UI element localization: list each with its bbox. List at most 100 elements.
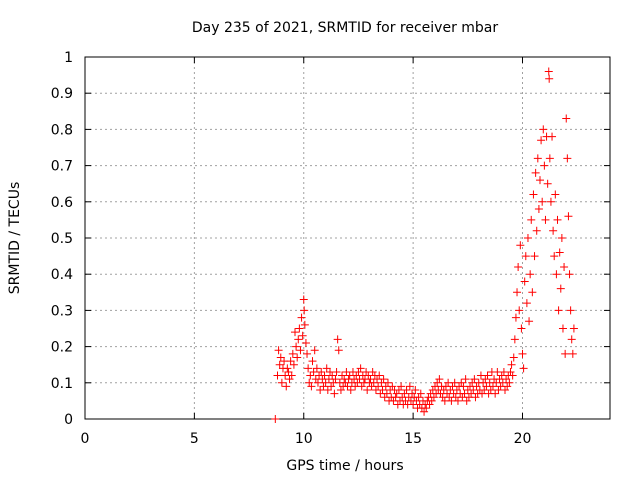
data-point <box>307 382 316 391</box>
data-point <box>303 349 312 358</box>
data-point <box>515 306 524 315</box>
data-point <box>525 317 534 326</box>
data-point <box>560 262 569 271</box>
data-point <box>521 252 530 261</box>
data-point <box>435 375 444 384</box>
data-point <box>513 288 522 297</box>
data-point <box>567 335 576 344</box>
data-point <box>388 382 397 391</box>
data-point <box>296 346 305 355</box>
data-point <box>295 324 304 333</box>
data-points <box>271 67 578 423</box>
data-point <box>300 306 309 315</box>
y-tick-label: 0.5 <box>51 231 73 247</box>
data-point <box>306 371 315 380</box>
data-point <box>569 324 578 333</box>
data-point <box>346 386 355 395</box>
data-point <box>293 353 302 362</box>
data-point <box>554 306 563 315</box>
data-point <box>304 364 313 373</box>
data-point <box>273 371 282 380</box>
data-point <box>357 382 366 391</box>
data-point <box>556 284 565 293</box>
data-point <box>491 389 500 398</box>
data-point <box>561 349 570 358</box>
data-point <box>411 386 420 395</box>
data-point <box>508 371 517 380</box>
data-point <box>541 215 550 224</box>
data-point <box>378 386 387 395</box>
data-point <box>555 248 564 257</box>
data-point <box>507 360 516 369</box>
data-point <box>549 226 558 235</box>
data-point <box>283 364 292 373</box>
data-point <box>558 324 567 333</box>
x-tick-label: 10 <box>295 431 313 447</box>
y-tick-label: 0.4 <box>51 267 73 283</box>
data-point <box>271 415 280 423</box>
data-point <box>330 389 339 398</box>
data-point <box>282 382 291 391</box>
data-point <box>322 364 331 373</box>
data-point <box>300 320 309 329</box>
data-point <box>414 393 423 402</box>
data-point <box>545 74 554 83</box>
data-point <box>506 367 515 376</box>
data-point <box>299 295 308 304</box>
data-point <box>510 335 519 344</box>
data-point <box>537 136 546 145</box>
data-point <box>294 335 303 344</box>
y-tick-label: 0.3 <box>51 303 73 319</box>
data-point <box>338 371 347 380</box>
data-point <box>511 313 520 322</box>
data-point <box>533 154 542 163</box>
data-point <box>292 342 301 351</box>
data-point <box>548 132 557 141</box>
data-point <box>363 386 372 395</box>
y-tick-label: 0.1 <box>51 376 73 392</box>
data-point <box>277 378 286 387</box>
data-point <box>305 378 314 387</box>
data-point <box>523 234 532 242</box>
data-point <box>343 382 352 391</box>
data-point <box>308 357 317 366</box>
data-point <box>471 393 480 402</box>
data-point <box>550 252 559 261</box>
data-point <box>276 353 285 362</box>
data-point <box>516 241 525 250</box>
data-point <box>552 270 561 279</box>
data-point <box>402 386 411 395</box>
data-point <box>356 364 365 373</box>
tick-layer: 0 5 10 15 20 0 0.1 0.2 0.3 0.4 0.5 0.6 0.7 0.8 0.9 1 <box>51 50 610 447</box>
data-point <box>374 382 383 391</box>
data-point <box>331 375 340 384</box>
data-point <box>379 375 388 384</box>
data-point <box>551 190 560 199</box>
data-point <box>301 338 310 347</box>
data-point <box>565 270 574 279</box>
data-point <box>312 364 321 373</box>
y-tick-label: 0.9 <box>51 86 73 102</box>
data-point <box>534 205 543 214</box>
data-point <box>461 375 470 384</box>
data-point <box>420 407 429 416</box>
data-point <box>545 154 554 163</box>
x-tick-label: 15 <box>404 431 422 447</box>
x-tick-label: 5 <box>190 431 199 447</box>
data-point <box>536 176 544 185</box>
data-point <box>457 378 466 387</box>
grid-layer <box>85 57 610 419</box>
data-point <box>505 378 514 387</box>
data-point <box>298 331 307 340</box>
data-point <box>383 378 392 387</box>
data-point <box>462 396 471 405</box>
data-point <box>275 360 284 369</box>
y-tick-label: 0 <box>64 412 73 428</box>
data-point <box>394 386 403 395</box>
data-point <box>286 357 295 366</box>
data-point <box>483 371 492 380</box>
chart-title: Day 235 of 2021, SRMTID for receiver mba… <box>192 20 499 36</box>
data-point <box>522 299 531 308</box>
data-point <box>481 375 490 384</box>
